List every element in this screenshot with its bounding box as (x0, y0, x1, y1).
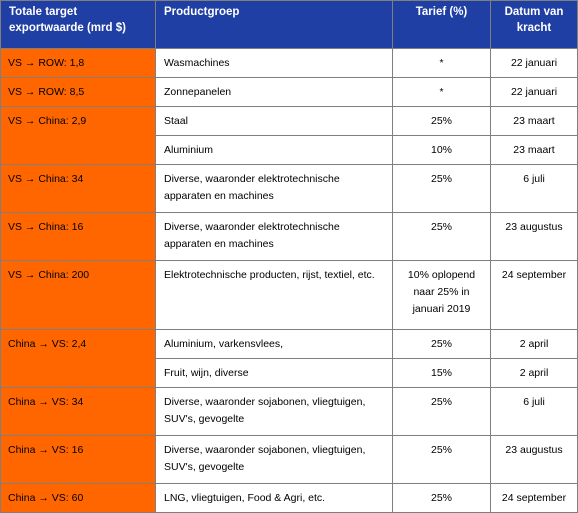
group-cell: VS → China: 16 (0, 212, 156, 261)
group-cell: VS → China: 200 (0, 260, 156, 330)
date-cell: 6 juli (490, 164, 578, 213)
product-cell: Staal (155, 106, 393, 136)
tariff-cell: 10% oplopend naar 25% in januari 2019 (392, 260, 491, 330)
header-product-group: Productgroep (155, 0, 393, 49)
product-cell: Wasmachines (155, 48, 393, 78)
date-cell: 22 januari (490, 77, 578, 107)
product-cell: Diverse, waaronder sojabonen, vliegtuige… (155, 387, 393, 436)
date-cell: 24 september (490, 260, 578, 330)
header-row: Totale target exportwaarde (mrd $) Produ… (0, 0, 578, 49)
product-cell: Elektrotechnische producten, rijst, text… (155, 260, 393, 330)
table-row: Fruit, wijn, diverse 15% 2 april (1, 358, 578, 388)
group-cell: VS → ROW: 8,5 (0, 77, 156, 107)
tariff-cell: 25% (392, 483, 491, 513)
product-cell: LNG, vliegtuigen, Food & Agri, etc. (155, 483, 393, 513)
table-row: VS → ROW: 1,8 Wasmachines * 22 januari (0, 48, 578, 78)
table-row: China → VS: 2,4 Aluminium, varkensvlees,… (0, 329, 578, 388)
product-cell: Diverse, waaronder elektrotechnische app… (155, 164, 393, 213)
tariff-cell: 25% (392, 106, 491, 136)
date-cell: 22 januari (490, 48, 578, 78)
group-cell: VS → ROW: 1,8 (0, 48, 156, 78)
group-cell: China → VS: 60 (0, 483, 156, 513)
group-cell: China → VS: 2,4 (0, 329, 156, 388)
tariff-cell: 15% (392, 358, 491, 388)
group-cell: China → VS: 16 (0, 435, 156, 484)
table-row: VS → China: 34 Diverse, waaronder elektr… (0, 164, 578, 213)
table-row: VS → China: 16 Diverse, waaronder elektr… (0, 212, 578, 261)
tariff-cell: 25% (392, 212, 491, 261)
header-export-value: Totale target exportwaarde (mrd $) (0, 0, 156, 49)
product-cell: Aluminium, varkensvlees, (155, 329, 393, 359)
group-cell: VS → China: 2,9 (0, 106, 156, 165)
header-tariff: Tarief (%) (392, 0, 491, 49)
tariff-cell: 25% (392, 387, 491, 436)
date-cell: 23 augustus (490, 435, 578, 484)
date-cell: 2 april (490, 358, 578, 388)
product-cell: Aluminium (155, 135, 393, 165)
tariff-cell: 25% (392, 435, 491, 484)
table-row: VS → China: 200 Elektrotechnische produc… (0, 260, 578, 330)
date-cell: 24 september (490, 483, 578, 513)
table-row: China → VS: 16 Diverse, waaronder sojabo… (0, 435, 578, 484)
product-cell: Diverse, waaronder elektrotechnische app… (155, 212, 393, 261)
table-row: China → VS: 34 Diverse, waaronder sojabo… (0, 387, 578, 436)
product-cell: Zonnepanelen (155, 77, 393, 107)
tariff-cell: * (392, 48, 491, 78)
date-cell: 23 maart (490, 106, 578, 136)
tariff-cell: * (392, 77, 491, 107)
tariff-cell: 25% (392, 329, 491, 359)
table-row: VS → ROW: 8,5 Zonnepanelen * 22 januari (0, 77, 578, 107)
group-cell: VS → China: 34 (0, 164, 156, 213)
tariff-cell: 10% (392, 135, 491, 165)
table-row: China → VS: 60 LNG, vliegtuigen, Food & … (0, 483, 578, 513)
date-cell: 2 april (490, 329, 578, 359)
table-row: Aluminium 10% 23 maart (1, 135, 578, 165)
table-row: VS → China: 2,9 Staal 25% 23 maart (0, 106, 578, 165)
group-cell: China → VS: 34 (0, 387, 156, 436)
header-effective-date: Datum van kracht (490, 0, 578, 49)
date-cell: 6 juli (490, 387, 578, 436)
tariff-cell: 25% (392, 164, 491, 213)
product-cell: Diverse, waaronder sojabonen, vliegtuige… (155, 435, 393, 484)
date-cell: 23 augustus (490, 212, 578, 261)
date-cell: 23 maart (490, 135, 578, 165)
product-cell: Fruit, wijn, diverse (155, 358, 393, 388)
